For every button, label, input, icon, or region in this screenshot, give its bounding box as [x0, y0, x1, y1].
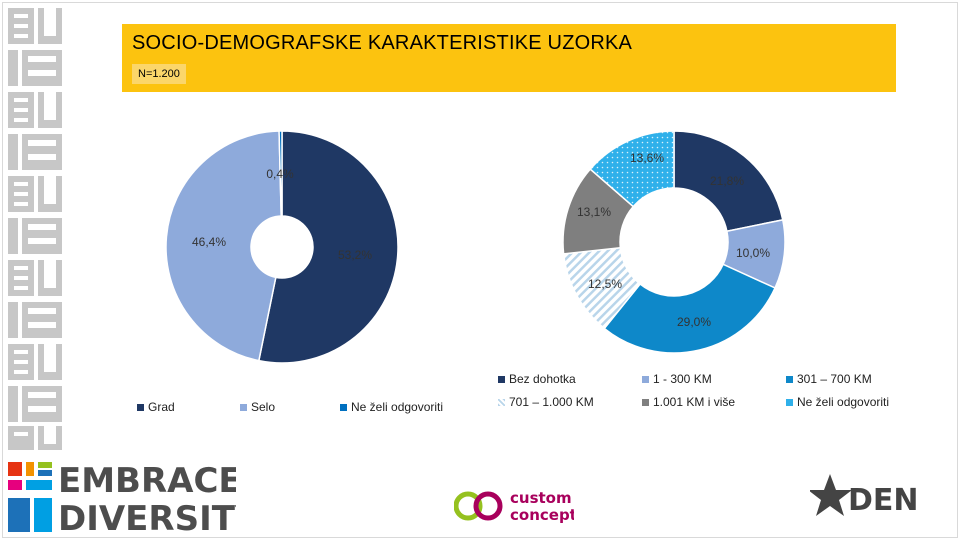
- legend-swatch: [642, 375, 649, 383]
- diversity-text: DIVERSITY: [58, 499, 236, 534]
- legend-swatch: [786, 375, 793, 383]
- legend-item-1001-km-i-vise: 1.001 KM i više: [642, 395, 735, 409]
- legend-label: Grad: [148, 400, 175, 414]
- embrace-diversity-logo: EMBRACE DIVERSITY: [8, 461, 236, 534]
- legend-item-selo: Selo: [240, 400, 275, 414]
- legend-swatch: [642, 398, 649, 406]
- donut-slice-5: [589, 130, 675, 208]
- legend-label: Ne želi odgovoriti: [797, 395, 890, 409]
- data-label-1: 10,0%: [736, 246, 770, 260]
- legend-label: Bez dohotka: [509, 372, 576, 386]
- legend-swatch: [786, 398, 793, 406]
- legend-swatch: [340, 403, 347, 411]
- legend-item-301-700-km: 301 – 700 KM: [786, 372, 872, 386]
- legend-item-ne-zeli-odgovoriti: Ne želi odgovoriti: [340, 400, 443, 414]
- legend-item-ne-zeli-odgovoriti-2: Ne želi odgovoriti: [786, 395, 889, 409]
- legend-label: 1 - 300 KM: [653, 372, 712, 386]
- legend-label: 701 – 1.000 KM: [509, 395, 594, 409]
- sample-size-badge: N=1.200: [132, 64, 186, 84]
- donut-slice-2: [278, 130, 283, 217]
- concept-text: concept: [510, 506, 574, 524]
- data-label-0: 21,8%: [710, 174, 744, 188]
- data-label-5: 13,6%: [630, 151, 664, 165]
- legend-item-1-300-km: 1 - 300 KM: [642, 372, 712, 386]
- den-logo: DEN: [810, 474, 919, 518]
- donut-chart-residence: 53,2% 46,4% 0,4%: [165, 130, 399, 364]
- legend-swatch: [498, 375, 505, 383]
- donut-slice-0: [673, 130, 784, 233]
- legend-item-grad: Grad: [137, 400, 175, 414]
- data-label-0: 53,2%: [338, 248, 372, 262]
- left-decorative-pattern: [8, 8, 62, 450]
- legend-label: 301 – 700 KM: [797, 372, 872, 386]
- donut-slice-1: [165, 130, 282, 362]
- embrace-text: EMBRACE: [58, 461, 236, 501]
- donut-slice-0: [257, 130, 399, 364]
- legend-label: Selo: [251, 400, 276, 414]
- legend-swatch: [137, 403, 144, 411]
- den-text: DEN: [848, 483, 919, 518]
- data-label-1: 46,4%: [192, 235, 226, 249]
- custom-text: custom: [510, 489, 572, 507]
- data-label-4: 13,1%: [577, 205, 611, 219]
- data-label-2: 29,0%: [677, 315, 711, 329]
- legend-swatch: [498, 398, 505, 406]
- data-label-3: 12,5%: [588, 277, 622, 291]
- header-banner: SOCIO-DEMOGRAFSKE KARAKTERISTIKE UZORKA …: [122, 24, 896, 92]
- legend-label: Ne želi odgovoriti: [351, 400, 444, 414]
- data-label-2: 0,4%: [266, 167, 294, 181]
- legend-label: 1.001 KM i više: [653, 395, 736, 409]
- donut-chart-income: 21,8% 10,0% 29,0% 12,5% 13,1% 13,6%: [562, 130, 786, 354]
- star-icon: [810, 474, 852, 516]
- legend-item-bez-dohotka: Bez dohotka: [498, 372, 576, 386]
- custom-concept-logo: custom concept: [454, 489, 574, 524]
- page-title: SOCIO-DEMOGRAFSKE KARAKTERISTIKE UZORKA: [132, 32, 633, 54]
- donut-slice-2: [603, 263, 777, 354]
- legend-swatch: [240, 403, 247, 411]
- legend-item-701-1000-km: 701 – 1.000 KM: [498, 395, 594, 409]
